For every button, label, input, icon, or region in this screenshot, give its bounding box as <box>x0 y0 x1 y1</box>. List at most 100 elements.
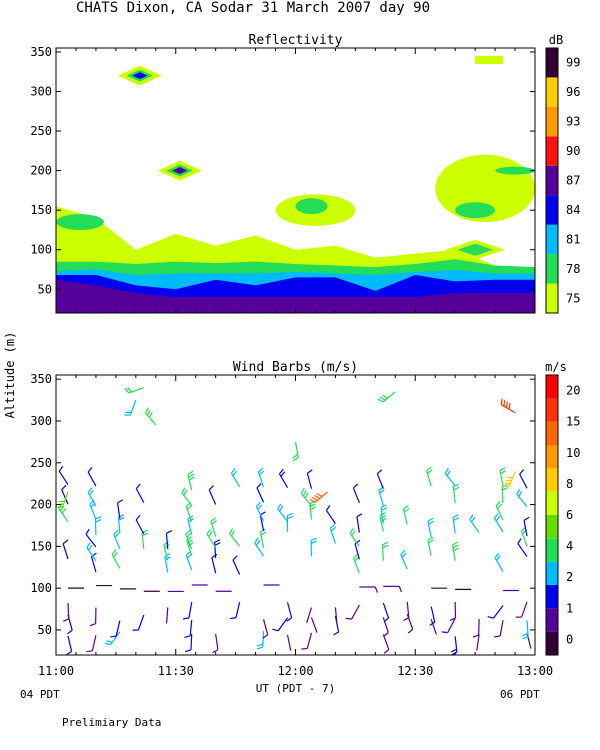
barb-flag <box>453 547 459 552</box>
barb-staff <box>310 617 318 633</box>
wind-barb <box>494 620 504 638</box>
wind-barb <box>208 485 217 505</box>
colorbar-label: 87 <box>566 174 580 188</box>
barb-flag <box>257 467 264 473</box>
barb-staff <box>58 470 69 485</box>
barb-flag <box>62 539 69 545</box>
barb-flag <box>208 531 213 537</box>
barb-flag <box>272 628 279 632</box>
barb-flag <box>403 505 409 510</box>
wind-barb <box>111 549 121 569</box>
barb-flag <box>144 407 149 414</box>
wind-barb <box>87 487 97 507</box>
wind-barb <box>232 555 241 575</box>
colorbar-label: 81 <box>566 232 580 246</box>
wind-barb <box>429 606 436 626</box>
barb-flag <box>450 648 457 653</box>
barb-flag <box>135 514 141 521</box>
barb-flag <box>426 466 432 472</box>
barb-flag <box>89 623 96 627</box>
barb-staff <box>519 473 528 489</box>
wind-barb <box>334 607 338 624</box>
wind-barb <box>306 607 313 623</box>
wind-barb <box>255 501 265 522</box>
colorbar-label: 8 <box>566 477 573 491</box>
barb-flag <box>508 403 511 410</box>
x-axis-label: UT (PDT - 7) <box>256 682 335 695</box>
colorbar-segment <box>546 608 558 632</box>
barb-staff <box>286 602 293 618</box>
reflectivity-patch <box>455 202 496 219</box>
barb-staff <box>325 510 336 524</box>
barb-flag <box>279 505 284 512</box>
barb-flag <box>311 496 318 501</box>
barb-flag <box>301 647 308 650</box>
reflectivity-patch <box>464 246 486 254</box>
barb-staff <box>259 514 265 531</box>
x-sublabel-right: 06 PDT <box>500 688 540 701</box>
barb-staff <box>334 607 338 624</box>
barb-flag <box>383 617 389 623</box>
barb-staff <box>492 605 504 619</box>
wind-barb <box>427 536 434 557</box>
colorbar-label: 2 <box>566 570 573 584</box>
barb-staff <box>215 633 219 650</box>
barb-staff <box>306 632 313 649</box>
barb-staff <box>232 559 241 575</box>
barb-staff <box>306 473 313 489</box>
barb-flag <box>451 651 458 656</box>
barb-flag <box>307 469 313 474</box>
colorbar-segment <box>546 561 558 585</box>
barb-flag <box>181 487 186 494</box>
wind-barb <box>382 602 390 623</box>
wind-barb <box>469 514 480 533</box>
barb-flag <box>257 643 264 647</box>
barb-flag <box>310 537 317 541</box>
barb-flag <box>380 504 387 509</box>
wind-barb <box>449 602 457 621</box>
y-tick-label: 50 <box>38 282 52 296</box>
colorbar-label: 1 <box>566 601 573 615</box>
barb-staff <box>354 543 360 560</box>
wind-barb <box>515 601 528 618</box>
wind-barb <box>182 602 193 620</box>
barb-flag <box>379 489 385 494</box>
wind-barb <box>256 483 265 503</box>
wind-barb <box>501 484 508 504</box>
y-tick-label: 250 <box>30 124 52 138</box>
barb-staff <box>62 543 69 560</box>
wind-barb <box>286 602 293 622</box>
barb-flag <box>292 454 299 459</box>
wind-barb <box>325 505 336 524</box>
barb-flag <box>188 473 194 479</box>
wind-barb <box>517 538 528 557</box>
y-tick-label: 300 <box>30 414 52 428</box>
barb-flag <box>255 501 261 507</box>
wind-barb <box>89 607 97 627</box>
barb-staff <box>351 604 360 620</box>
wind-barb <box>181 487 193 506</box>
barb-flag <box>148 411 153 418</box>
barb-flag <box>351 530 356 537</box>
barb-staff <box>116 502 121 519</box>
wind-barb <box>165 607 169 624</box>
barb-staff <box>165 607 169 624</box>
barb-flag <box>428 539 434 544</box>
wind-barb <box>85 528 97 548</box>
barb-staff <box>352 487 360 504</box>
barb-flag <box>210 517 217 522</box>
barb-flag <box>345 617 352 620</box>
colorbar-unit: m/s <box>545 360 567 374</box>
x-tick-label: 13:00 <box>517 664 553 678</box>
barb-flag <box>453 517 460 522</box>
barb-flag <box>212 649 219 654</box>
barb-flag <box>95 519 102 523</box>
colorbar-label: 78 <box>566 262 580 276</box>
barb-staff <box>262 619 269 635</box>
x-sublabel-left: 04 PDT <box>20 688 60 701</box>
barb-flag <box>452 541 458 546</box>
barb-flag <box>309 498 316 503</box>
barb-flag <box>87 487 93 493</box>
barb-staff <box>430 619 437 635</box>
wind-barb <box>380 504 387 524</box>
